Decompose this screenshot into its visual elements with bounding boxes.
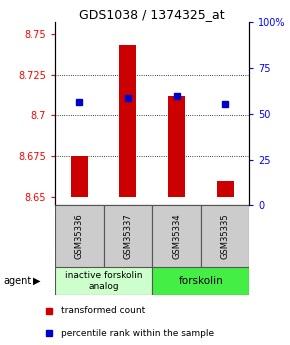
Text: GSM35335: GSM35335: [221, 214, 230, 259]
Bar: [152, 267, 249, 295]
Text: inactive forskolin
analog: inactive forskolin analog: [65, 272, 142, 291]
Text: agent: agent: [3, 276, 31, 286]
Bar: [168, 96, 185, 197]
Bar: [217, 181, 234, 197]
Bar: [104, 205, 152, 267]
Text: ▶: ▶: [33, 276, 41, 286]
Bar: [55, 267, 152, 295]
Text: transformed count: transformed count: [61, 306, 146, 315]
Text: percentile rank within the sample: percentile rank within the sample: [61, 329, 215, 338]
Text: GSM35336: GSM35336: [75, 214, 84, 259]
Bar: [201, 205, 249, 267]
Bar: [152, 205, 201, 267]
Text: GSM35337: GSM35337: [124, 214, 133, 259]
Bar: [71, 156, 88, 197]
Bar: [119, 45, 137, 197]
Bar: [55, 205, 104, 267]
Text: forskolin: forskolin: [178, 276, 223, 286]
Title: GDS1038 / 1374325_at: GDS1038 / 1374325_at: [79, 8, 225, 21]
Text: GSM35334: GSM35334: [172, 214, 181, 259]
